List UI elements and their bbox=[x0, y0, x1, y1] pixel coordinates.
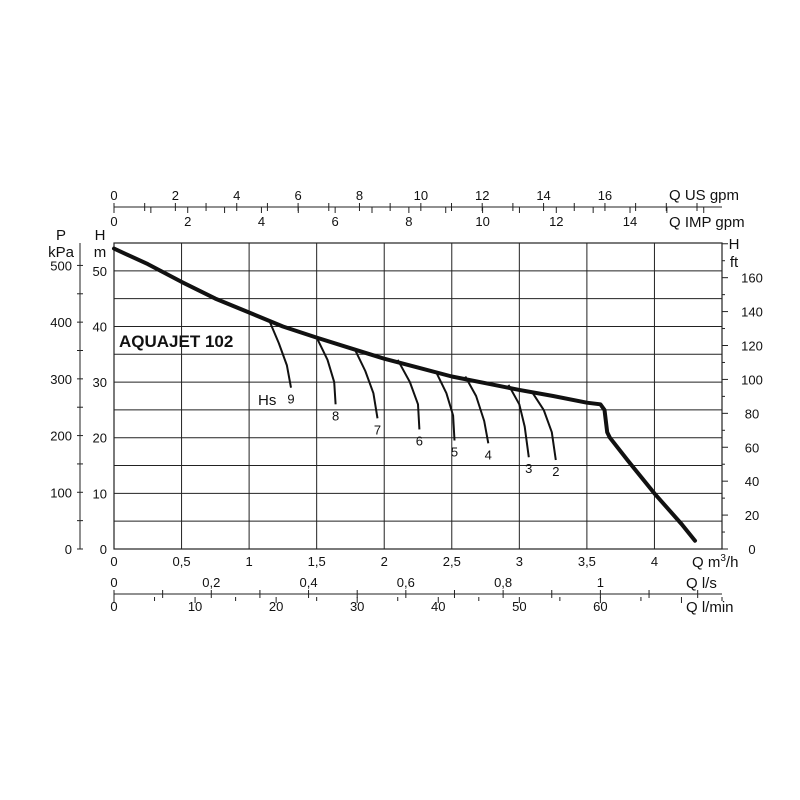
pump-curve-line bbox=[112, 246, 697, 543]
x-tick-label-ls: 0 bbox=[110, 575, 117, 590]
x-tick-label-impgpm: 12 bbox=[549, 214, 563, 229]
suction-curve-label: 4 bbox=[485, 447, 492, 462]
hs-label: Hs bbox=[258, 392, 276, 409]
y-tick-label-ft: 120 bbox=[741, 339, 763, 354]
plot-frame bbox=[113, 242, 723, 550]
x-tick-label-m3h: 1,5 bbox=[308, 554, 326, 569]
y-axis-label-kpa-unit: kPa bbox=[48, 244, 75, 261]
y-tick-label-ft: 160 bbox=[741, 271, 763, 286]
x-tick-label-usgpm: 4 bbox=[233, 188, 240, 203]
suction-curve-label: 7 bbox=[374, 422, 381, 437]
x-axis-label-usgpm: Q US gpm bbox=[669, 187, 739, 204]
suction-curve-label: 9 bbox=[287, 392, 294, 407]
tick-labels: 0 0,5 1 1,5 2 2,5 3 3,5 40 0,2 0,4 0,6 0,8 10 10 20 30 40… bbox=[50, 188, 763, 614]
grid bbox=[113, 242, 723, 550]
suction-curve-label: 6 bbox=[416, 433, 423, 448]
suction-curve-5 bbox=[434, 370, 456, 441]
y-axis-label-ft-unit: ft bbox=[730, 254, 739, 271]
suction-curve-label: 8 bbox=[332, 408, 339, 423]
x-tick-label-m3h: 2,5 bbox=[443, 554, 461, 569]
y-tick-label-m: 10 bbox=[93, 486, 107, 501]
x-tick-label-m3h: 4 bbox=[651, 554, 658, 569]
x-tick-label-impgpm: 14 bbox=[623, 214, 637, 229]
x-tick-label-m3h: 0 bbox=[110, 554, 117, 569]
x-tick-label-usgpm: 14 bbox=[536, 188, 550, 203]
x-tick-label-usgpm: 2 bbox=[172, 188, 179, 203]
axes bbox=[77, 203, 728, 603]
x-tick-label-m3h: 3 bbox=[516, 554, 523, 569]
x-tick-label-usgpm: 6 bbox=[294, 188, 301, 203]
y-tick-label-m: 0 bbox=[100, 542, 107, 557]
y-tick-label-ft: 40 bbox=[745, 474, 759, 489]
x-tick-label-m3h: 0,5 bbox=[173, 554, 191, 569]
x-tick-label-m3h: 3,5 bbox=[578, 554, 596, 569]
x-tick-label-lmin: 40 bbox=[431, 599, 445, 614]
suction-curve-2 bbox=[531, 392, 557, 461]
y-axis-label-kpa-top: P bbox=[56, 227, 66, 244]
x-tick-label-ls: 0,2 bbox=[202, 575, 220, 590]
x-tick-label-impgpm: 6 bbox=[332, 214, 339, 229]
x-axis-label-ls: Q l/s bbox=[686, 575, 717, 592]
x-tick-label-ls: 0,8 bbox=[494, 575, 512, 590]
chart-title: AQUAJET 102 bbox=[119, 332, 233, 351]
y-tick-label-kpa: 100 bbox=[50, 485, 72, 500]
x-tick-label-impgpm: 8 bbox=[405, 214, 412, 229]
x-tick-label-usgpm: 16 bbox=[598, 188, 612, 203]
x-tick-label-lmin: 50 bbox=[512, 599, 526, 614]
suction-curve-9 bbox=[268, 320, 292, 388]
y-tick-label-ft: 100 bbox=[741, 372, 763, 387]
y-tick-label-ft: 80 bbox=[745, 406, 759, 421]
x-tick-label-ls: 0,6 bbox=[397, 575, 415, 590]
y-tick-label-ft: 140 bbox=[741, 305, 763, 320]
x-tick-label-usgpm: 12 bbox=[475, 188, 489, 203]
x-tick-label-lmin: 60 bbox=[593, 599, 607, 614]
y-axis-label-m-top: H bbox=[95, 227, 106, 244]
y-tick-label-m: 20 bbox=[93, 431, 107, 446]
x-tick-label-usgpm: 10 bbox=[414, 188, 428, 203]
y-tick-label-m: 50 bbox=[93, 264, 107, 279]
y-tick-label-m: 30 bbox=[93, 375, 107, 390]
y-axis-label-m-unit: m bbox=[94, 244, 107, 261]
x-tick-label-impgpm: 10 bbox=[475, 214, 489, 229]
y-axis-label-ft-top: H bbox=[729, 236, 740, 253]
y-tick-label-kpa: 300 bbox=[50, 372, 72, 387]
x-tick-label-lmin: 20 bbox=[269, 599, 283, 614]
x-axis-label-lmin: Q l/min bbox=[686, 599, 734, 616]
x-tick-label-ls: 1 bbox=[597, 575, 604, 590]
x-tick-label-impgpm: 0 bbox=[110, 214, 117, 229]
x-tick-label-lmin: 10 bbox=[188, 599, 202, 614]
curves: 9 8 7 6 5 4 3 2 bbox=[112, 246, 697, 543]
y-tick-label-kpa: 200 bbox=[50, 429, 72, 444]
y-tick-label-kpa: 0 bbox=[65, 542, 72, 557]
x-tick-label-impgpm: 2 bbox=[184, 214, 191, 229]
suction-curve-label: 3 bbox=[525, 461, 532, 476]
suction-curve-8 bbox=[315, 337, 337, 405]
suction-curve-label: 2 bbox=[552, 464, 559, 479]
suction-curve-4 bbox=[464, 376, 490, 444]
x-tick-label-usgpm: 0 bbox=[110, 188, 117, 203]
y-tick-label-ft: 60 bbox=[745, 440, 759, 455]
suction-curve-label: 5 bbox=[451, 445, 458, 460]
x-tick-label-m3h: 2 bbox=[381, 554, 388, 569]
y-tick-label-kpa: 500 bbox=[50, 258, 72, 273]
x-tick-label-impgpm: 4 bbox=[258, 214, 265, 229]
y-tick-label-kpa: 400 bbox=[50, 315, 72, 330]
y-tick-label-m: 40 bbox=[93, 319, 107, 334]
suction-curve-3 bbox=[507, 384, 530, 458]
x-axis-label-m3h: Q m3/h bbox=[692, 553, 738, 571]
x-tick-label-m3h: 1 bbox=[245, 554, 252, 569]
x-axis-label-impgpm: Q IMP gpm bbox=[669, 214, 745, 231]
suction-curve-6 bbox=[396, 359, 421, 430]
x-tick-label-lmin: 0 bbox=[110, 599, 117, 614]
x-tick-label-lmin: 30 bbox=[350, 599, 364, 614]
y-tick-label-ft: 0 bbox=[748, 542, 755, 557]
x-tick-label-usgpm: 8 bbox=[356, 188, 363, 203]
suction-curve-7 bbox=[353, 348, 379, 419]
x-tick-label-ls: 0,4 bbox=[300, 575, 318, 590]
y-tick-label-ft: 20 bbox=[745, 508, 759, 523]
